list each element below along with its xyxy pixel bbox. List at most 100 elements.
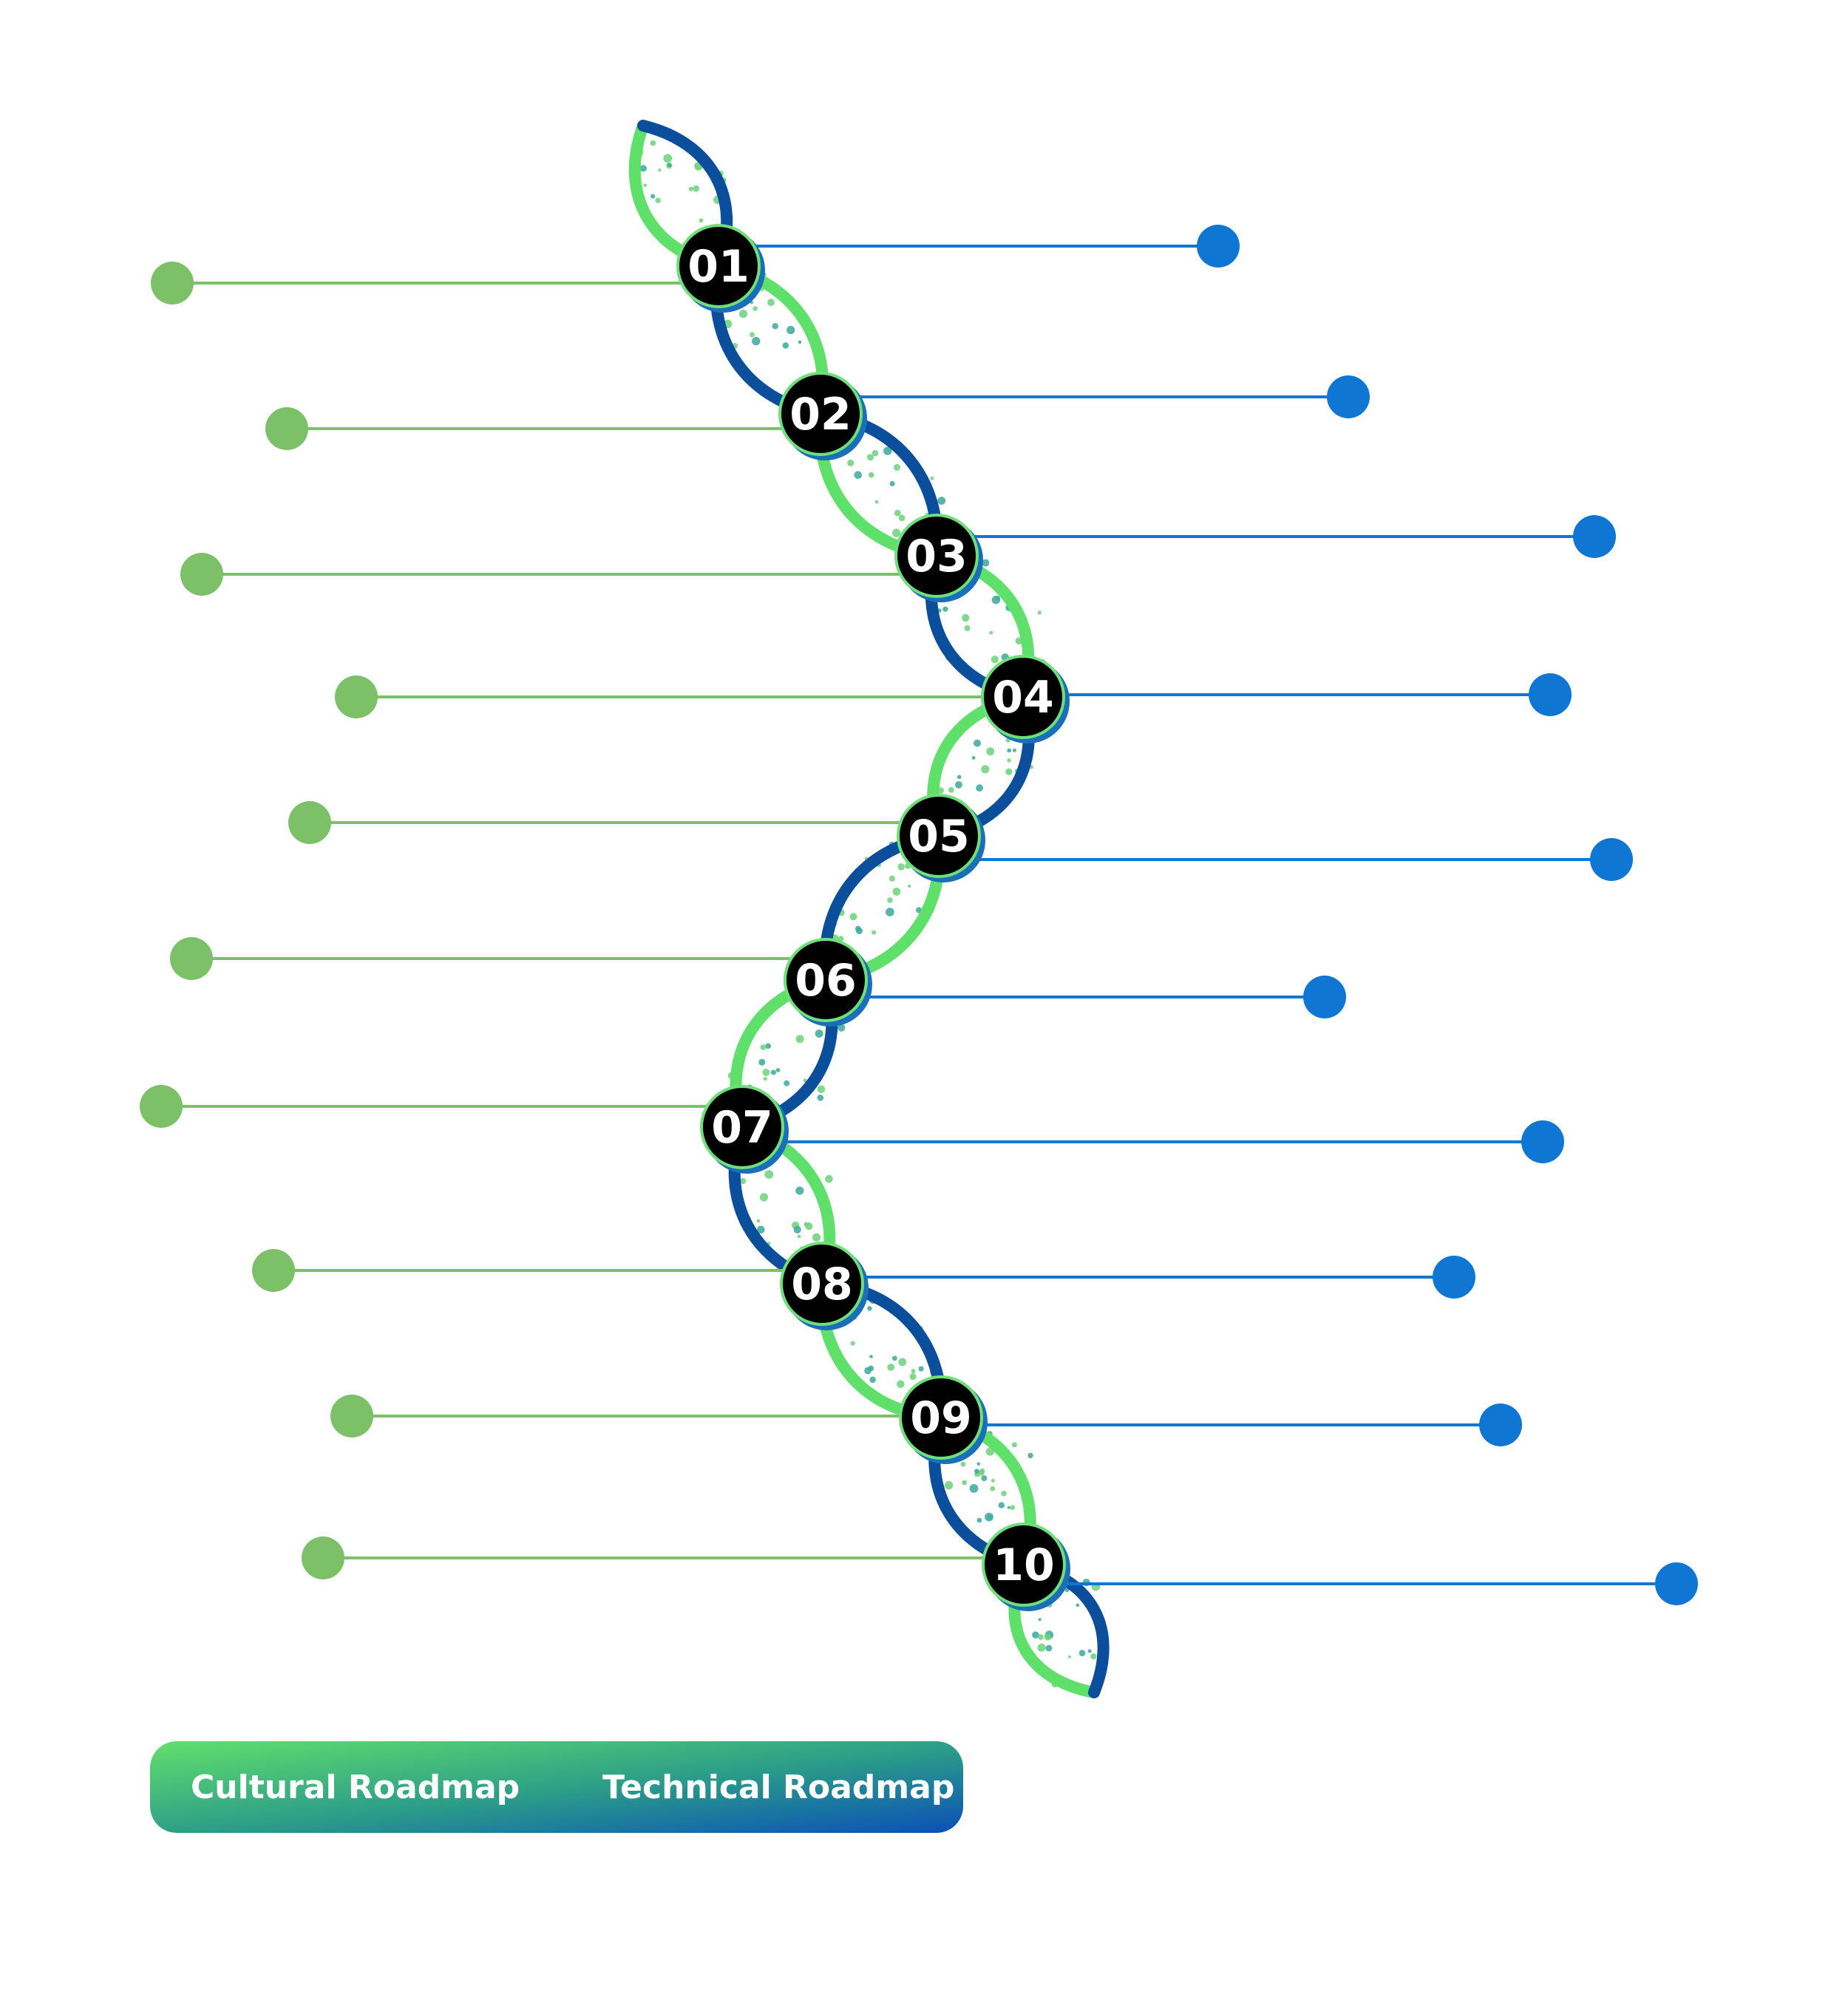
step-node-circle <box>981 655 1065 739</box>
helix-dot <box>866 454 874 461</box>
helix-dot <box>867 1306 872 1311</box>
step-number: 08 <box>791 1259 853 1310</box>
helix-dot <box>864 1367 872 1375</box>
helix-strands <box>628 120 1110 1698</box>
helix-dot <box>892 888 901 896</box>
helix-dot <box>838 1024 846 1032</box>
helix-dot <box>1078 1650 1086 1656</box>
helix-dot <box>894 463 900 471</box>
helix-dot <box>667 163 672 168</box>
helix-dot <box>872 930 877 935</box>
helix-dot <box>770 1069 776 1075</box>
technical-endpoint-8 <box>1433 1256 1475 1299</box>
helix-dot <box>650 194 656 199</box>
helix-dot <box>765 1043 771 1049</box>
technical-endpoint-7 <box>1521 1120 1564 1163</box>
step-nodes: 01 02 03 04 05 06 07 08 09 10 <box>676 224 1070 1611</box>
legend-bar: Cultural Roadmap Technical Roadmap <box>150 1741 963 1833</box>
step-node-2: 02 <box>778 372 867 460</box>
helix-dot <box>1037 1643 1046 1652</box>
helix-dot <box>892 1355 897 1361</box>
helix-dot <box>759 1193 768 1202</box>
helix-dot <box>908 884 911 888</box>
helix-dot <box>985 1512 993 1522</box>
helix-dot <box>911 1369 916 1374</box>
helix-dot <box>909 1373 917 1381</box>
helix-dot <box>758 1058 766 1066</box>
helix-dot <box>784 1080 790 1086</box>
helix-dot <box>795 1186 804 1195</box>
helix-dot <box>976 1517 982 1523</box>
helix-dot <box>757 1225 765 1234</box>
helix-dot <box>693 185 699 192</box>
helix-dot <box>639 165 648 172</box>
helix-dot <box>1007 748 1012 753</box>
helix-dot <box>1045 1644 1053 1652</box>
helix-dot <box>974 739 981 747</box>
helix-dot <box>1012 748 1016 752</box>
helix-dot <box>815 1030 823 1038</box>
helix-dot <box>898 514 906 522</box>
helix-dot <box>772 323 778 330</box>
step-number: 06 <box>795 955 857 1007</box>
helix-dot <box>937 497 946 505</box>
helix-dot <box>976 1462 981 1466</box>
helix-dot <box>989 630 993 635</box>
step-number: 04 <box>992 672 1054 724</box>
helix-dot <box>976 784 983 792</box>
helix-dot <box>868 472 874 478</box>
technical-endpoint-3 <box>1573 515 1616 558</box>
step-number: 09 <box>910 1392 972 1444</box>
helix-dot <box>990 1486 996 1491</box>
step-node-9: 09 <box>899 1375 988 1464</box>
helix-dot <box>889 875 895 882</box>
helix-dot <box>869 1355 873 1358</box>
legend-technical-label: Technical Roadmap <box>602 1769 954 1806</box>
step-number: 10 <box>993 1539 1055 1591</box>
step-node-3: 03 <box>894 514 983 602</box>
helix-dot <box>762 1069 770 1076</box>
helix-dot <box>969 1484 979 1493</box>
helix-dot <box>764 1170 774 1179</box>
helix-dot <box>957 775 962 780</box>
helix-dot <box>760 1044 767 1050</box>
step-node-circle <box>897 794 981 878</box>
helix-dot <box>1037 610 1042 615</box>
helix-dot <box>991 656 999 664</box>
helix-dot <box>872 449 879 457</box>
helix-dot <box>991 596 1001 605</box>
helix-dot <box>1038 1618 1042 1622</box>
helix-dot <box>869 1376 876 1384</box>
helix-dot <box>850 1341 855 1346</box>
technical-endpoint-9 <box>1479 1403 1522 1446</box>
step-node-circle <box>894 514 979 598</box>
step-number: 07 <box>711 1102 773 1154</box>
cultural-endpoint-5 <box>288 801 331 844</box>
helix-dot <box>962 1480 967 1486</box>
helix-dot <box>898 1358 907 1367</box>
helix-dot <box>944 1481 954 1490</box>
helix-dot <box>986 747 995 756</box>
legend-background <box>150 1741 963 1833</box>
technical-endpoint-4 <box>1529 673 1572 716</box>
helix-dot <box>855 925 861 932</box>
helix-dot <box>981 765 990 774</box>
helix-dot <box>767 299 775 306</box>
step-node-7: 07 <box>700 1085 789 1174</box>
helix-dot <box>1090 1653 1097 1660</box>
helix-dot <box>1007 1505 1010 1509</box>
cultural-endpoint-2 <box>265 407 308 450</box>
helix-dot <box>738 310 748 319</box>
cultural-endpoint-1 <box>151 262 194 304</box>
helix-dot <box>688 186 693 191</box>
legend-cultural-label: Cultural Roadmap <box>191 1769 520 1806</box>
helix-dot <box>804 1222 809 1227</box>
step-number: 02 <box>789 389 852 440</box>
helix-dot <box>797 1234 801 1239</box>
helix-dots <box>628 137 1101 1688</box>
helix-dot <box>775 1068 781 1072</box>
helix-dot <box>981 1475 988 1482</box>
helix-dot <box>894 509 901 517</box>
helix-dot <box>699 218 704 223</box>
step-node-circle <box>778 372 863 456</box>
